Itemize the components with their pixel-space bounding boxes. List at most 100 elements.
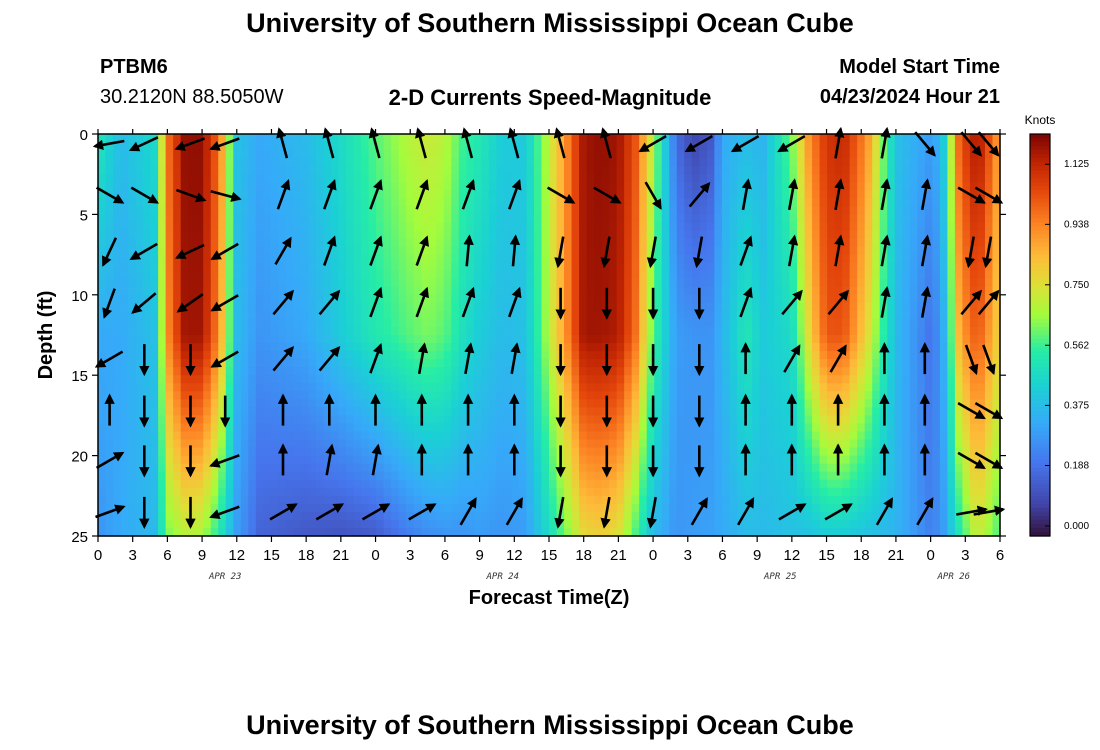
heat-cell — [173, 447, 182, 457]
heat-cell — [541, 519, 550, 529]
heat-cell — [549, 439, 558, 449]
heat-cell — [624, 407, 633, 416]
heat-cell — [113, 527, 122, 537]
heat-cell — [706, 238, 715, 248]
heat-cell — [601, 326, 610, 336]
heat-cell — [819, 391, 828, 400]
heat-cell — [218, 254, 227, 264]
heat-cell — [526, 222, 535, 232]
heat-cell — [654, 391, 663, 400]
heat-cell — [113, 479, 122, 489]
heat-cell — [842, 246, 851, 256]
heat-cell — [451, 326, 460, 336]
heat-cell — [594, 246, 603, 256]
heat-cell — [113, 246, 122, 256]
heat-cell — [571, 439, 580, 449]
heat-cell — [706, 471, 715, 481]
heat-cell — [834, 222, 843, 232]
heat-cell — [541, 423, 550, 433]
heat-cell — [113, 407, 122, 416]
heat-cell — [706, 351, 715, 360]
heat-cell — [315, 254, 325, 264]
heat-cell — [782, 503, 791, 513]
heat-cell — [496, 254, 505, 264]
heat-cell — [586, 511, 595, 521]
heat-cell — [300, 455, 310, 465]
heat-cell — [300, 391, 310, 400]
heat-cell — [586, 182, 595, 191]
heat-cell — [233, 198, 242, 207]
heat-cell — [436, 511, 445, 521]
heat-cell — [699, 174, 708, 183]
heat-cell — [654, 399, 663, 408]
heat-cell — [714, 206, 723, 215]
heat-cell — [458, 326, 467, 336]
heat-cell — [451, 455, 460, 465]
heat-cell — [368, 375, 377, 384]
heat-cell — [173, 431, 182, 441]
heat-cell — [797, 326, 806, 336]
heat-cell — [98, 527, 107, 537]
heat-cell — [564, 447, 573, 457]
heat-cell — [338, 142, 347, 151]
heat-cell — [113, 254, 122, 264]
heat-cell — [827, 270, 836, 280]
heat-cell — [158, 238, 167, 248]
heat-cell — [143, 351, 152, 360]
heat-cell — [255, 182, 264, 191]
heat-cell — [391, 262, 400, 272]
heat-cell — [278, 270, 287, 280]
heat-cell — [789, 479, 798, 489]
heat-cell — [556, 431, 565, 441]
heat-cell — [195, 431, 204, 441]
heat-cell — [586, 439, 595, 449]
heat-cell — [300, 383, 310, 392]
heat-cell — [436, 302, 445, 312]
heat-cell — [594, 375, 603, 384]
heat-cell — [579, 238, 588, 248]
heat-cell — [564, 527, 573, 537]
heat-cell — [240, 262, 249, 272]
heat-cell — [398, 158, 407, 167]
heat-cell — [150, 511, 159, 521]
heat-cell — [210, 294, 219, 304]
heat-cell — [398, 343, 407, 352]
heat-cell — [526, 431, 535, 441]
heat-cell — [331, 150, 340, 159]
heat-cell — [263, 351, 272, 360]
heat-cell — [601, 158, 610, 167]
heat-cell — [511, 262, 520, 272]
heat-cell — [338, 343, 347, 352]
heat-cell — [699, 479, 708, 489]
heat-cell — [338, 214, 347, 224]
heat-cell — [759, 423, 768, 433]
heat-cell — [436, 439, 445, 449]
heat-cell — [714, 423, 723, 433]
heat-cell — [338, 222, 347, 232]
heat-cell — [376, 359, 385, 368]
heat-cell — [646, 399, 655, 408]
heat-cell — [443, 391, 452, 400]
heat-cell — [270, 367, 279, 376]
heat-cell — [797, 302, 806, 312]
heat-cell — [827, 455, 836, 465]
heat-cell — [639, 431, 648, 441]
heat-cell — [684, 214, 693, 224]
heat-cell — [315, 375, 325, 384]
heat-cell — [609, 270, 618, 280]
heat-cell — [699, 407, 708, 416]
heat-cell — [368, 310, 377, 320]
heat-cell — [188, 302, 197, 312]
heat-cell — [270, 335, 279, 344]
heat-cell — [819, 375, 828, 384]
heat-cell — [458, 367, 467, 376]
heat-cell — [150, 246, 159, 256]
heat-cell — [263, 230, 272, 240]
heat-cell — [669, 158, 678, 167]
heat-cell — [188, 270, 197, 280]
heat-cell — [361, 423, 370, 433]
heat-cell — [218, 383, 227, 392]
heat-cell — [128, 262, 137, 272]
heat-cell — [571, 286, 580, 296]
heat-cell — [541, 335, 550, 344]
